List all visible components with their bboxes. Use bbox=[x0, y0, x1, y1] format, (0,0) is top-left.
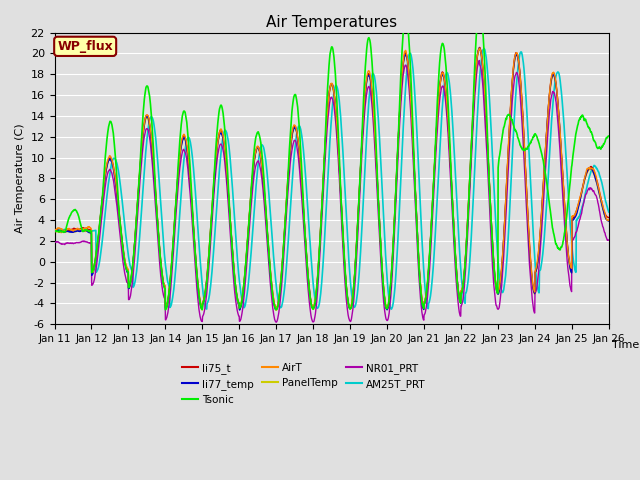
Title: Air Temperatures: Air Temperatures bbox=[266, 15, 397, 30]
Legend: li75_t, li77_temp, Tsonic, AirT, PanelTemp, NR01_PRT, AM25T_PRT: li75_t, li77_temp, Tsonic, AirT, PanelTe… bbox=[178, 359, 429, 409]
Text: WP_flux: WP_flux bbox=[58, 40, 113, 53]
Y-axis label: Air Temperature (C): Air Temperature (C) bbox=[15, 123, 25, 233]
X-axis label: Time: Time bbox=[612, 340, 639, 350]
